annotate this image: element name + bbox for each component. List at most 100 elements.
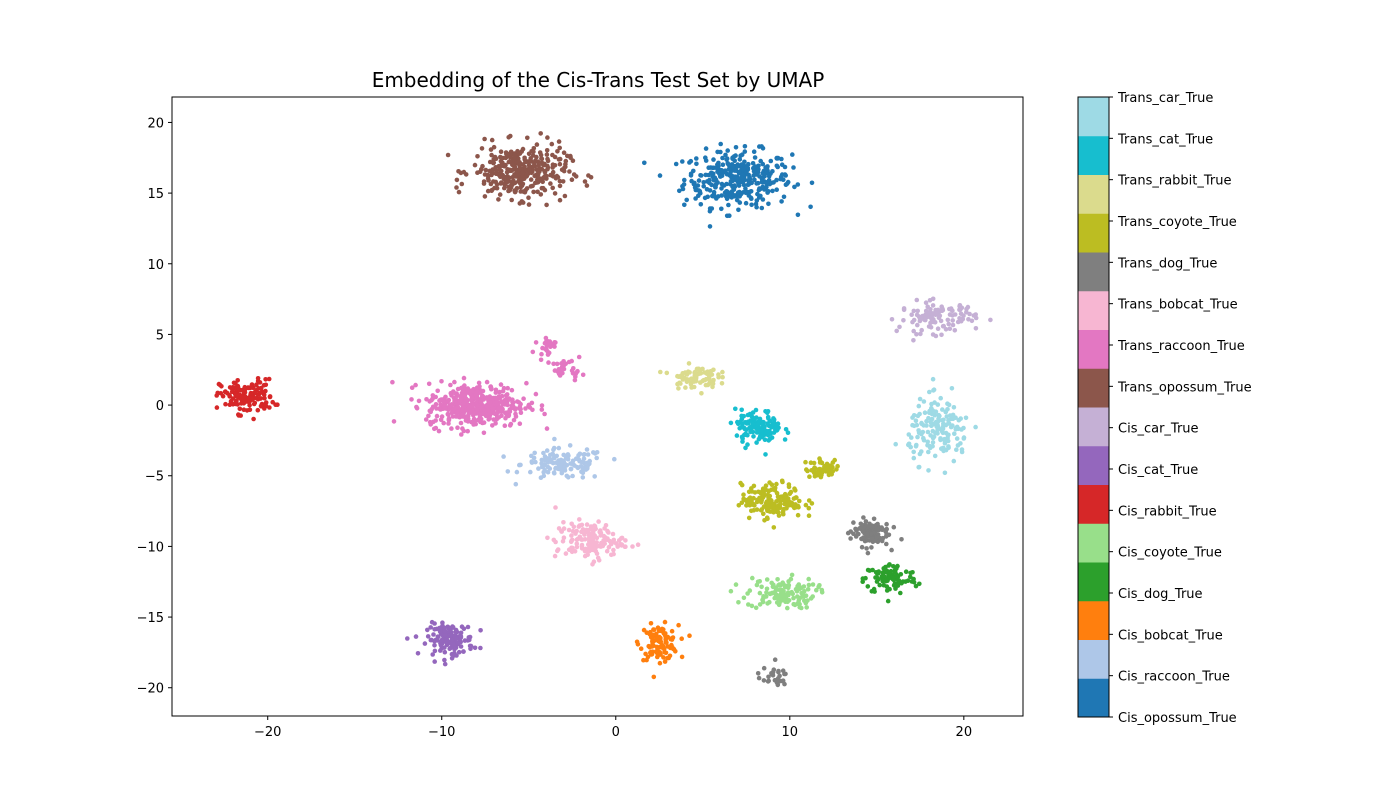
data-point [819, 470, 825, 476]
data-point [874, 579, 880, 584]
data-point [630, 544, 635, 549]
data-point [545, 135, 550, 140]
data-point [943, 327, 949, 332]
data-point [504, 392, 510, 397]
data-point [919, 420, 924, 426]
data-point [891, 577, 896, 582]
x-axis: −20 −10 0 10 20 [254, 716, 972, 740]
data-point [435, 388, 441, 394]
data-point [651, 674, 657, 680]
data-point [784, 592, 790, 598]
data-point [582, 537, 588, 542]
colorbar-swatch [1078, 213, 1109, 253]
data-point [795, 594, 800, 599]
data-point [538, 357, 544, 363]
data-point [489, 172, 494, 178]
data-point [648, 650, 653, 655]
data-point [606, 530, 611, 535]
data-point [950, 423, 955, 428]
data-point [405, 636, 410, 641]
data-point [945, 433, 951, 438]
colorbar-label: Trans_coyote_True [1117, 215, 1237, 230]
data-point [755, 671, 761, 676]
data-point [485, 404, 491, 410]
data-point [760, 170, 766, 176]
data-point [214, 393, 219, 398]
data-point [438, 643, 444, 648]
data-point [219, 384, 224, 389]
data-point [534, 142, 540, 147]
data-point [819, 587, 825, 593]
data-point [919, 449, 924, 454]
data-point [760, 161, 766, 167]
data-point [258, 385, 264, 391]
data-point [661, 646, 667, 652]
data-point [267, 394, 273, 400]
data-point [748, 195, 754, 200]
data-point [518, 410, 524, 416]
data-point [575, 464, 580, 470]
data-point [554, 361, 560, 367]
data-point [911, 328, 916, 334]
data-point [481, 420, 487, 425]
data-point [790, 591, 795, 597]
data-point [430, 393, 436, 398]
data-point [943, 409, 948, 415]
data-point [573, 374, 578, 380]
data-point [517, 421, 523, 427]
data-point [710, 381, 716, 387]
data-point [542, 411, 547, 417]
data-point [545, 352, 551, 357]
data-point [728, 420, 734, 426]
data-point [680, 159, 685, 164]
data-point [542, 457, 548, 463]
data-point [414, 404, 419, 410]
data-point [715, 169, 720, 174]
data-point [619, 543, 624, 548]
data-point [780, 580, 785, 585]
data-point [485, 176, 491, 181]
data-point [529, 170, 534, 176]
data-point [770, 188, 775, 194]
data-point [797, 604, 802, 610]
data-point [743, 445, 748, 451]
data-point [863, 519, 869, 524]
data-point [781, 194, 787, 200]
data-point [538, 475, 544, 481]
data-point [452, 646, 457, 652]
data-point [750, 575, 755, 581]
data-point [925, 443, 930, 448]
data-point [796, 598, 802, 603]
data-point [518, 161, 523, 167]
data-point [474, 386, 480, 392]
data-point [461, 428, 467, 434]
data-point [489, 152, 494, 158]
data-point [742, 144, 748, 149]
data-point [952, 431, 957, 437]
data-point [703, 146, 709, 151]
data-point [768, 158, 774, 164]
data-point [661, 655, 666, 660]
data-point [562, 193, 568, 199]
data-point [803, 459, 808, 465]
data-point [544, 148, 550, 153]
data-point [471, 410, 477, 415]
data-point [613, 541, 619, 546]
data-point [611, 551, 616, 557]
data-point [845, 530, 851, 536]
data-point [544, 152, 550, 157]
data-point [242, 390, 248, 395]
data-point [753, 407, 759, 413]
data-point [428, 625, 434, 630]
data-point [928, 419, 933, 425]
data-point [561, 459, 567, 465]
data-point [484, 395, 490, 400]
colorbar-label: Cis_bobcat_True [1118, 628, 1223, 643]
data-point [510, 162, 515, 167]
colorbar-label: Cis_rabbit_True [1118, 504, 1217, 519]
data-point [737, 157, 743, 162]
data-point [506, 188, 511, 194]
data-point [592, 533, 597, 538]
data-point [438, 648, 443, 653]
data-point [430, 396, 435, 402]
